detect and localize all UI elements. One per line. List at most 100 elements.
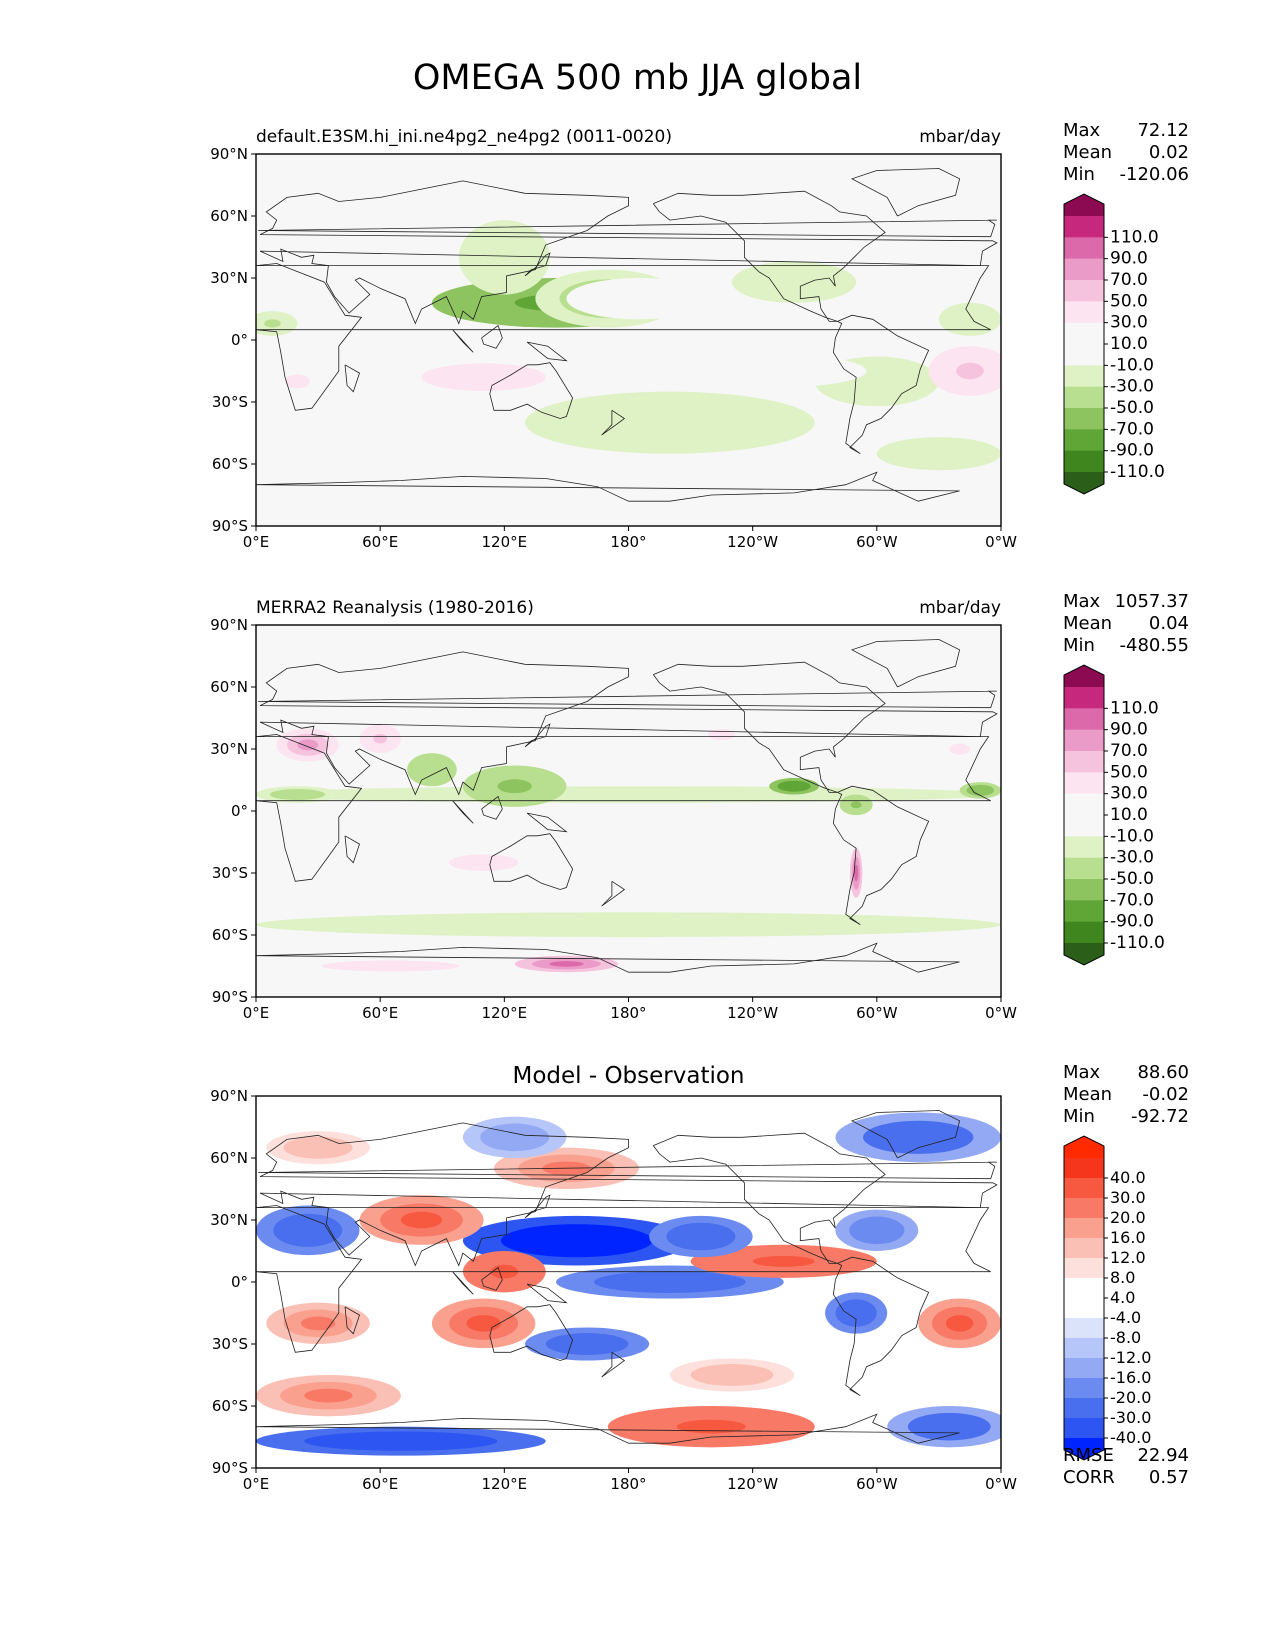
colorbar-label: 10.0: [1110, 334, 1148, 354]
colorbar-bin: [1064, 216, 1104, 238]
field-contour: [489, 244, 520, 270]
field-contour: [850, 801, 862, 809]
metric-value: 22.94: [1137, 1445, 1189, 1466]
colorbar-label: 50.0: [1110, 762, 1148, 782]
y-tick-label: 0°: [231, 331, 248, 349]
stat-value: 0.04: [1149, 613, 1189, 634]
stat-value: 1057.37: [1115, 591, 1189, 612]
colorbar-bin: [1064, 429, 1104, 452]
colorbar-bin: [1064, 772, 1104, 795]
stat-label: Max: [1063, 591, 1101, 612]
coastline: [526, 812, 568, 833]
colorbar-label: -90.0: [1110, 441, 1154, 461]
colorbar-label: 90.0: [1110, 249, 1148, 269]
colorbar-bin: [1064, 815, 1104, 837]
colorbar-bin: [1064, 900, 1104, 923]
colorbar-bin: [1064, 408, 1104, 430]
y-tick-label: 90°N: [210, 1087, 248, 1105]
field-contour: [742, 365, 805, 377]
panel-reference: MERRA2 Reanalysis (1980-2016) mbar/day 0°E…: [210, 591, 1189, 1022]
x-tick-label: 60°E: [362, 1004, 398, 1022]
coastline: [489, 1304, 574, 1361]
colorbar-extend-top: [1064, 194, 1104, 216]
field-contour: [890, 1129, 946, 1146]
field-contour: [283, 791, 312, 798]
coastline: [601, 409, 626, 436]
colorbar-label: -10.0: [1110, 355, 1154, 375]
map-background: [256, 625, 1001, 997]
field-contour: [318, 275, 339, 290]
x-tick-label: 120°W: [727, 1475, 778, 1493]
coastline: [256, 734, 991, 882]
colorbar-bin: [1064, 1358, 1104, 1379]
colorbar-bin: [1064, 879, 1104, 901]
panel-left-title: default.E3SM.hi_ini.ne4pg2_ne4pg2 (0011-…: [256, 127, 672, 147]
field-contour: [918, 448, 960, 460]
field-contour: [614, 291, 663, 306]
colorbar-bin: [1064, 857, 1104, 880]
field-contour: [452, 370, 515, 385]
stat-label: Max: [1063, 1062, 1101, 1083]
field-contour: [466, 858, 501, 867]
colorbar-label: -110.0: [1110, 462, 1165, 482]
coastline: [256, 1205, 991, 1353]
field-contour: [264, 319, 281, 328]
field-contour: [752, 1255, 815, 1267]
colorbar-label: 30.0: [1110, 1188, 1146, 1207]
map-field: [256, 220, 1001, 526]
colorbar-bin: [1064, 386, 1104, 409]
colorbar-bin: [1064, 687, 1104, 709]
metric-label: RMSE: [1063, 1445, 1114, 1466]
field-contour: [300, 1316, 336, 1331]
colorbar-bin: [1064, 1398, 1104, 1419]
colorbar-label: 4.0: [1110, 1288, 1135, 1307]
coastline: [526, 1283, 568, 1304]
y-tick-label: 90°S: [212, 988, 248, 1006]
stat-label: Min: [1063, 1106, 1095, 1127]
coastline: [258, 1161, 997, 1180]
stat-label: Min: [1063, 164, 1095, 185]
colorbar-label: 10.0: [1110, 805, 1148, 825]
x-tick-label: 60°W: [856, 1004, 898, 1022]
x-tick-label: 0°E: [243, 1004, 270, 1022]
coastline: [259, 651, 998, 796]
field-contour: [352, 1436, 450, 1446]
field-contour: [304, 1388, 353, 1403]
field-contour: [785, 783, 803, 789]
stat-label: Mean: [1063, 142, 1112, 163]
y-tick-label: 30°S: [212, 864, 248, 882]
y-tick-label: 90°S: [212, 1459, 248, 1477]
field-contour: [504, 920, 753, 929]
x-tick-label: 120°W: [727, 533, 778, 551]
coastline: [832, 1256, 930, 1397]
coastline: [489, 362, 574, 419]
field-contour: [631, 1276, 708, 1288]
colorbar-label: 30.0: [1110, 784, 1148, 804]
x-tick-label: 0°W: [985, 1475, 1017, 1493]
colorbar-bin: [1064, 322, 1104, 345]
coastline: [481, 324, 503, 349]
x-tick-label: 0°W: [985, 1004, 1017, 1022]
colorbar-label: -4.0: [1110, 1308, 1141, 1327]
panel-center-title: Model - Observation: [512, 1063, 744, 1089]
coastline: [452, 1271, 474, 1295]
coastline: [344, 1306, 360, 1335]
colorbar-label: -30.0: [1110, 848, 1154, 868]
coastlines: [256, 1110, 998, 1444]
field-contour: [497, 779, 532, 794]
y-tick-label: 0°: [231, 802, 248, 820]
colorbar-bin: [1064, 1338, 1104, 1359]
field-contour: [928, 1419, 970, 1434]
x-tick-label: 60°E: [362, 1475, 398, 1493]
field-contour: [956, 362, 984, 380]
stat-label: Max: [1063, 120, 1101, 141]
metric-value: 0.57: [1149, 1467, 1189, 1488]
x-tick-label: 60°W: [856, 533, 898, 551]
x-tick-label: 180°: [610, 1004, 646, 1022]
field-contour: [854, 864, 859, 882]
y-tick-label: 60°S: [212, 1397, 248, 1415]
y-tick-label: 30°N: [210, 269, 248, 287]
colorbar-extend-top: [1064, 1136, 1104, 1158]
field-contour: [497, 1130, 532, 1145]
map-field: [256, 718, 1001, 975]
